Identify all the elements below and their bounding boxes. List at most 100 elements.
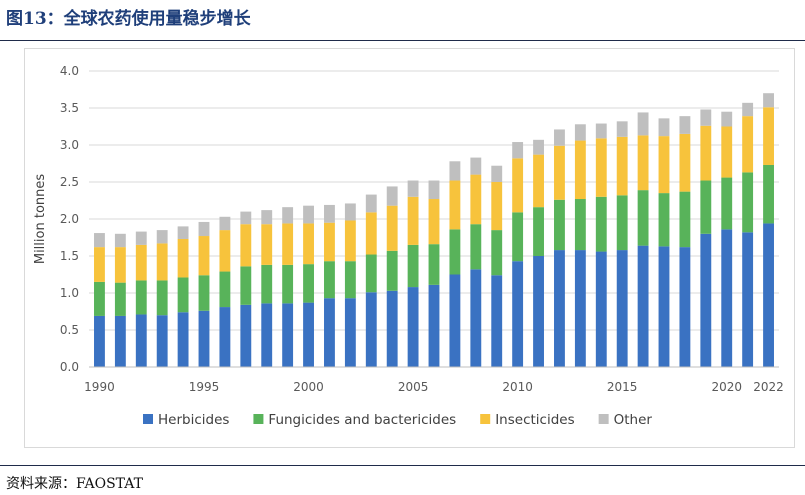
bar-segment bbox=[114, 315, 126, 367]
bar-segment bbox=[428, 284, 440, 367]
bar-segment bbox=[386, 186, 398, 206]
bar-segment bbox=[282, 223, 294, 265]
y-tick-label: 1.0 bbox=[60, 286, 79, 300]
bar-segment bbox=[533, 154, 544, 208]
bar-segment bbox=[198, 275, 210, 311]
x-tick-label: 1990 bbox=[84, 380, 115, 394]
bar-segment bbox=[658, 246, 670, 367]
bar-segment bbox=[114, 247, 126, 283]
bar-segment bbox=[261, 264, 273, 304]
bar-segment bbox=[365, 212, 377, 255]
legend-swatch bbox=[598, 414, 609, 424]
bar-segment bbox=[533, 207, 544, 256]
bar-segment bbox=[595, 196, 607, 252]
y-tick-label: 2.5 bbox=[60, 175, 79, 189]
bar-segment bbox=[595, 251, 607, 367]
bar-segment bbox=[428, 244, 440, 285]
bar-segment bbox=[303, 223, 314, 265]
x-tick-label: 2015 bbox=[607, 380, 638, 394]
bar-segment bbox=[491, 165, 503, 182]
bar-segment bbox=[135, 244, 147, 281]
bar-segment bbox=[94, 281, 105, 316]
bar-segment bbox=[637, 112, 649, 136]
bar-segment bbox=[574, 250, 586, 367]
legend-swatch bbox=[143, 414, 153, 424]
bar-segment bbox=[637, 135, 649, 191]
bar-segment bbox=[240, 266, 252, 305]
bar-segment bbox=[491, 275, 503, 367]
bar-segment bbox=[156, 243, 168, 281]
bar-segment bbox=[533, 256, 544, 367]
bar-segment bbox=[700, 125, 712, 181]
bar-segment bbox=[742, 172, 754, 233]
bar-segment bbox=[721, 111, 733, 127]
bar-segment bbox=[324, 204, 335, 223]
bar-segment bbox=[198, 310, 210, 367]
bar-segment bbox=[407, 180, 419, 197]
bar-segment bbox=[344, 261, 356, 299]
bar-segment bbox=[616, 195, 628, 251]
bar-segment bbox=[324, 298, 335, 367]
bar-segment bbox=[282, 207, 294, 224]
bar-segment bbox=[177, 238, 189, 278]
bar-segment bbox=[261, 210, 273, 225]
bar-segment bbox=[637, 190, 649, 246]
x-tick-label: 2020 bbox=[711, 380, 742, 394]
bar-segment bbox=[156, 280, 168, 316]
bar-segment bbox=[303, 264, 314, 303]
bar-segment bbox=[700, 109, 712, 126]
x-tick-label: 1995 bbox=[189, 380, 220, 394]
bar-segment bbox=[491, 230, 503, 276]
bar-segment bbox=[470, 157, 482, 175]
bar-segment bbox=[700, 180, 712, 234]
bar-segment bbox=[679, 116, 691, 134]
bar-segment bbox=[449, 274, 461, 367]
bar-segment bbox=[156, 315, 168, 367]
bar-segment bbox=[763, 107, 774, 165]
bar-segment bbox=[679, 133, 691, 192]
bar-segment bbox=[658, 136, 670, 194]
bar-segment bbox=[344, 298, 356, 367]
bar-segment bbox=[742, 116, 754, 173]
bar-segment bbox=[407, 287, 419, 367]
bar-segment bbox=[303, 205, 314, 224]
bar-segment bbox=[763, 93, 774, 108]
bar-segment bbox=[449, 180, 461, 230]
bar-segment bbox=[219, 230, 231, 272]
bar-segment bbox=[512, 142, 524, 159]
bar-segment bbox=[324, 261, 335, 299]
bar-segment bbox=[742, 102, 754, 117]
bar-segment bbox=[324, 222, 335, 262]
bar-segment bbox=[449, 161, 461, 181]
bar-segment bbox=[470, 269, 482, 367]
y-tick-label: 0.5 bbox=[60, 323, 79, 337]
bar-segment bbox=[574, 124, 586, 141]
bar-segment bbox=[94, 315, 105, 367]
y-tick-label: 4.0 bbox=[60, 64, 79, 78]
bar-segment bbox=[219, 271, 231, 308]
bar-segment bbox=[344, 220, 356, 262]
bar-segment bbox=[282, 264, 294, 304]
bar-segment bbox=[616, 121, 628, 137]
chart-frame: 0.0 0.5 1.0 1.5 2.0 2.5 3.0 3.5 4.0 Million tonne… bbox=[24, 48, 795, 448]
bar-segment bbox=[574, 199, 586, 251]
bar-segment bbox=[491, 182, 503, 231]
y-axis-title: Million tonnes bbox=[33, 174, 48, 265]
bar-segment bbox=[261, 224, 273, 265]
bar-segment bbox=[554, 199, 565, 251]
stacked-bar-chart: 0.0 0.5 1.0 1.5 2.0 2.5 3.0 3.5 4.0 Million tonne… bbox=[33, 64, 784, 428]
bar-segment bbox=[94, 233, 105, 248]
bar-segment bbox=[470, 224, 482, 270]
bar-segment bbox=[554, 250, 565, 367]
bar-segment bbox=[512, 212, 524, 262]
bar-segment bbox=[679, 247, 691, 367]
bar-segment bbox=[658, 118, 670, 137]
bar-segment bbox=[198, 221, 210, 237]
y-tick-label: 1.5 bbox=[60, 249, 79, 263]
bar-segment bbox=[240, 211, 252, 225]
bar-segment bbox=[282, 303, 294, 367]
bar-segment bbox=[261, 303, 273, 367]
bar-segment bbox=[512, 261, 524, 367]
figure-title: 图13：全球农药使用量稳步增长 bbox=[6, 9, 251, 29]
bar-segment bbox=[177, 226, 189, 239]
